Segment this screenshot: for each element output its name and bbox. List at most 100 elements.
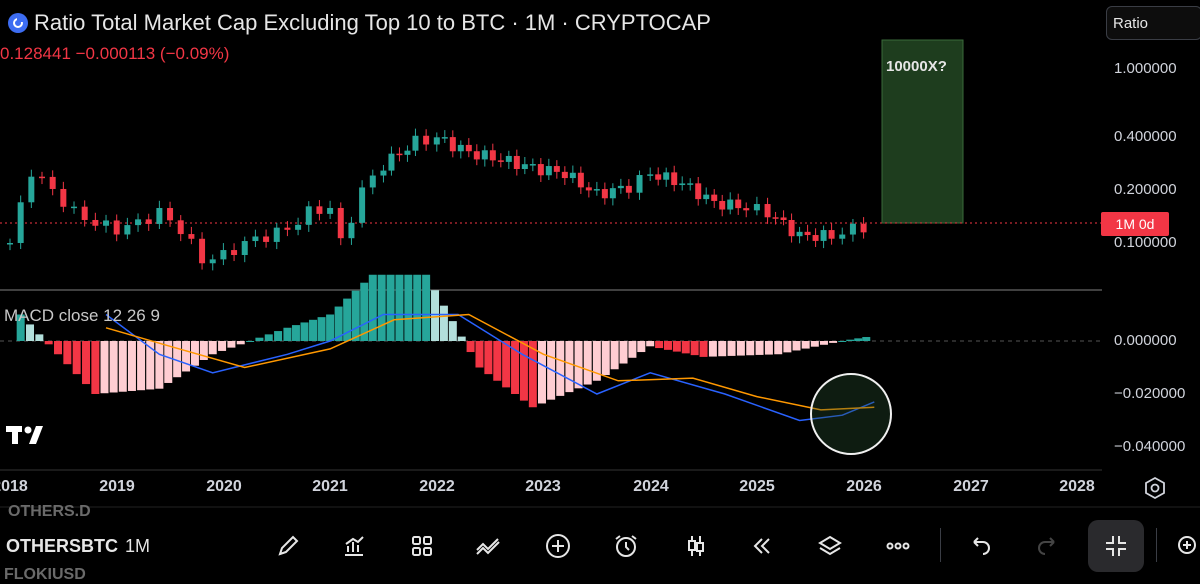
candle	[252, 229, 259, 248]
candle	[465, 138, 472, 158]
candle	[521, 156, 528, 175]
macd-histogram	[16, 274, 871, 408]
redo-icon[interactable]	[1030, 528, 1066, 564]
grid-icon[interactable]	[404, 528, 440, 564]
histogram-bar	[291, 325, 300, 341]
candle	[388, 146, 395, 176]
histogram-bar	[690, 341, 699, 356]
histogram-bar	[54, 341, 63, 355]
layers-icon[interactable]	[812, 528, 848, 564]
histogram-bar	[537, 341, 546, 404]
plus-circle-icon[interactable]	[540, 528, 576, 564]
candle	[473, 144, 480, 166]
candle	[103, 214, 110, 233]
candle	[820, 225, 827, 249]
candle	[457, 140, 464, 159]
watchlist-row[interactable]: OTHERS.D	[8, 503, 91, 520]
candle	[585, 182, 592, 198]
rewind-icon[interactable]	[744, 528, 780, 564]
histogram-bar	[774, 341, 783, 355]
candle	[796, 226, 803, 244]
candle-icon[interactable]	[678, 528, 714, 564]
time-axis-label: 2027	[953, 478, 989, 495]
histogram-bar	[274, 331, 283, 341]
histogram-bar	[502, 341, 511, 388]
histogram-bar	[351, 290, 360, 341]
candle	[505, 150, 512, 169]
candle	[513, 149, 520, 176]
candle	[199, 232, 206, 270]
candle	[305, 201, 312, 232]
candle	[241, 236, 248, 263]
histogram-bar	[218, 341, 227, 351]
chart-title[interactable]: Ratio Total Market Cap Excluding Top 10 …	[8, 10, 711, 36]
histogram-bar	[601, 341, 610, 376]
histogram-bar	[592, 341, 601, 381]
histogram-bar	[395, 274, 404, 341]
scale-mode-button[interactable]: Ratio	[1106, 6, 1200, 40]
symbol-button[interactable]: OTHERSBTC	[6, 536, 118, 556]
time-axis-label: 2020	[206, 478, 242, 495]
candle	[231, 243, 238, 262]
candle	[441, 130, 448, 144]
candle	[636, 170, 643, 200]
candle	[812, 228, 819, 248]
histogram-bar	[246, 341, 255, 342]
candle	[359, 180, 366, 228]
histogram-bar	[610, 341, 619, 370]
settings-icon[interactable]	[1143, 476, 1167, 500]
candle	[497, 153, 504, 168]
histogram-bar	[413, 274, 422, 341]
histogram-bar	[309, 319, 318, 341]
price-axis-label: 0.400000	[1114, 128, 1177, 145]
macd-axis-label: −0.040000	[1114, 438, 1186, 455]
candle	[780, 210, 787, 226]
histogram-bar	[448, 321, 457, 341]
candle	[655, 167, 662, 186]
zoom-icon[interactable]	[1170, 528, 1200, 564]
candle	[28, 169, 35, 209]
trend-line-icon[interactable]	[470, 528, 506, 564]
histogram-bar	[718, 341, 727, 357]
collapse-button[interactable]	[1088, 520, 1144, 572]
watchlist-row[interactable]: FLOKIUSD	[4, 566, 86, 583]
histogram-bar	[164, 341, 173, 383]
candle	[60, 181, 67, 213]
macd-indicator-label[interactable]: MACD close 12 26 9	[4, 306, 160, 325]
alarm-clock-icon[interactable]	[608, 528, 644, 564]
candle	[577, 166, 584, 194]
candle	[39, 171, 46, 185]
histogram-bar	[637, 341, 646, 353]
histogram-bar	[628, 341, 637, 358]
histogram-bar	[326, 314, 335, 341]
histogram-bar	[475, 341, 484, 368]
price-axis-label: 1.000000	[1114, 60, 1177, 77]
title-text: Ratio Total Market Cap Excluding Top 10 …	[34, 10, 711, 35]
histogram-bar	[792, 341, 801, 351]
candle	[764, 197, 771, 224]
histogram-bar	[838, 341, 847, 342]
histogram-bar	[208, 341, 217, 355]
histogram-bar	[862, 337, 871, 341]
bar-chart-icon[interactable]	[336, 528, 372, 564]
more-icon[interactable]	[880, 528, 916, 564]
candle	[404, 145, 411, 162]
candle	[113, 214, 120, 242]
candle	[529, 158, 536, 172]
candle	[273, 222, 280, 250]
pencil-icon[interactable]	[270, 528, 306, 564]
candle	[481, 145, 488, 167]
interval-button[interactable]: 1M	[125, 536, 151, 556]
histogram-bar	[404, 274, 413, 341]
candle	[263, 229, 270, 248]
price-quote: 0.128441 −0.000113 (−0.09%)	[0, 44, 230, 63]
histogram-bar	[82, 341, 91, 385]
undo-icon[interactable]	[962, 528, 998, 564]
time-axis-label: 2025	[739, 478, 775, 495]
candle	[663, 167, 670, 187]
candle	[671, 165, 678, 192]
candle	[92, 212, 99, 231]
histogram-bar	[155, 341, 164, 389]
candle	[295, 217, 302, 236]
